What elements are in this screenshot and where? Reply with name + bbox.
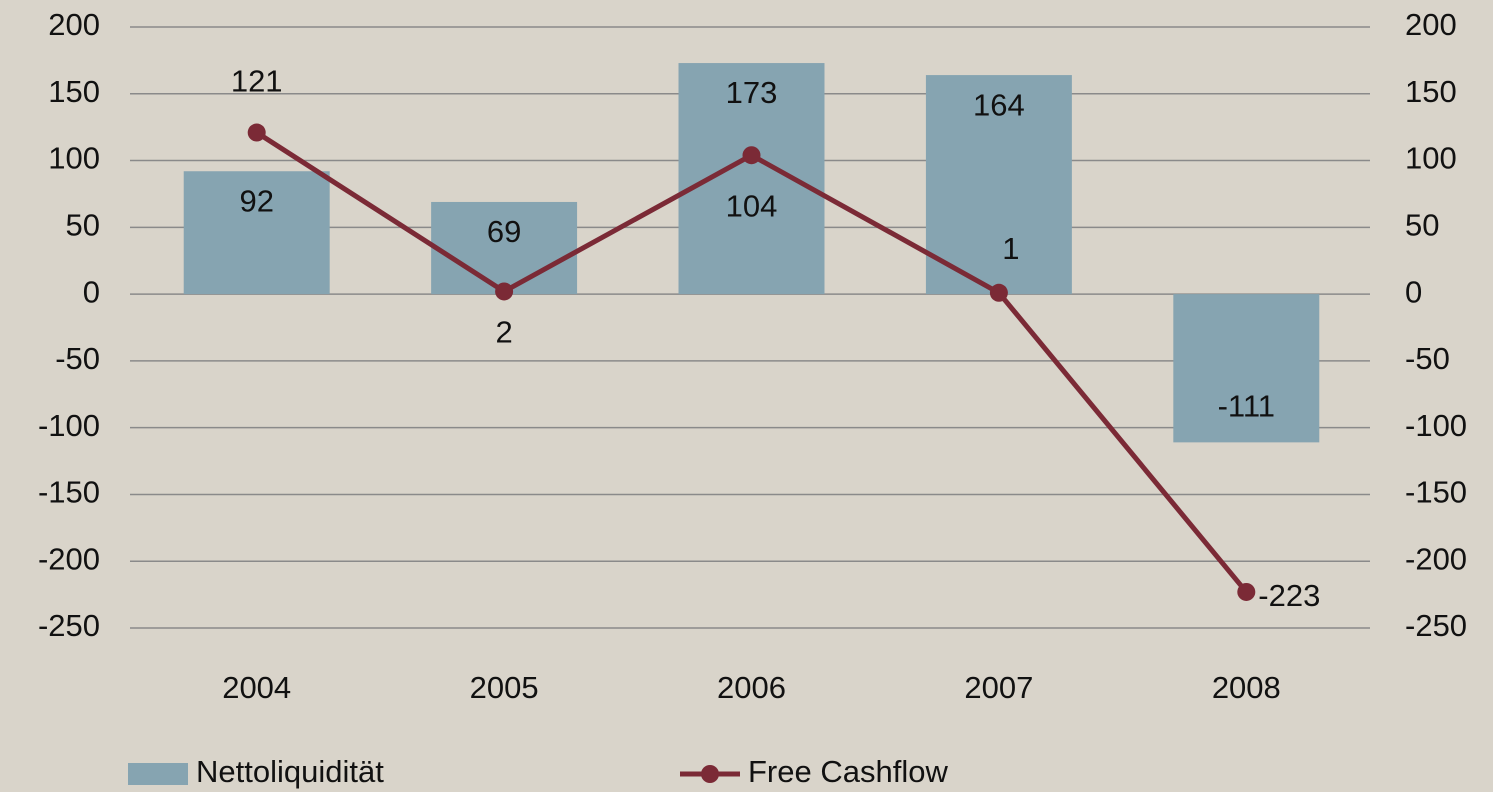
y-tick-label: 200 bbox=[48, 7, 100, 42]
line-value-label: 121 bbox=[231, 64, 283, 99]
y2-tick-label: -50 bbox=[1405, 341, 1450, 376]
y-tick-label: -100 bbox=[38, 408, 100, 443]
bar-value-label: -111 bbox=[1218, 389, 1275, 424]
line-value-label: -223 bbox=[1258, 578, 1320, 613]
y2-tick-label: -150 bbox=[1405, 475, 1467, 510]
legend-label: Free Cashflow bbox=[748, 754, 948, 789]
y2-tick-label: -200 bbox=[1405, 541, 1467, 576]
x-tick-label: 2004 bbox=[222, 670, 291, 705]
x-tick-label: 2005 bbox=[470, 670, 539, 705]
line-marker bbox=[742, 146, 761, 165]
line-value-label: 104 bbox=[726, 188, 778, 223]
y2-tick-label: -100 bbox=[1405, 408, 1467, 443]
bar bbox=[431, 201, 578, 295]
bar bbox=[1173, 294, 1320, 443]
bar-value-label: 173 bbox=[726, 75, 778, 110]
line-value-label: 2 bbox=[495, 315, 512, 350]
bar bbox=[925, 75, 1072, 295]
x-tick-label: 2007 bbox=[964, 670, 1033, 705]
line-marker bbox=[1237, 582, 1256, 601]
line-value-label: 1 bbox=[1002, 231, 1019, 266]
line-marker bbox=[495, 282, 514, 301]
line-marker bbox=[989, 283, 1008, 302]
x-tick-label: 2006 bbox=[717, 670, 786, 705]
y2-tick-label: 0 bbox=[1405, 274, 1422, 309]
bar-value-label: 69 bbox=[487, 214, 521, 249]
legend-swatch bbox=[128, 763, 188, 785]
y-tick-label: 150 bbox=[48, 74, 100, 109]
bar-value-label: 164 bbox=[973, 87, 1025, 122]
y-tick-label: -200 bbox=[38, 541, 100, 576]
x-tick-label: 2008 bbox=[1212, 670, 1281, 705]
y-tick-label: -50 bbox=[55, 341, 100, 376]
legend-label: Nettoliquidität bbox=[196, 754, 384, 789]
y2-tick-label: -250 bbox=[1405, 608, 1467, 643]
y-tick-label: -150 bbox=[38, 475, 100, 510]
y-tick-label: 100 bbox=[48, 141, 100, 176]
y2-tick-label: 200 bbox=[1405, 7, 1457, 42]
bar bbox=[183, 171, 330, 295]
y-tick-label: -250 bbox=[38, 608, 100, 643]
y2-tick-label: 100 bbox=[1405, 141, 1457, 176]
line-marker bbox=[247, 123, 266, 142]
y2-tick-label: 50 bbox=[1405, 208, 1439, 243]
y-tick-label: 0 bbox=[83, 274, 100, 309]
y2-tick-label: 150 bbox=[1405, 74, 1457, 109]
bar-value-label: 92 bbox=[239, 183, 273, 218]
y-tick-label: 50 bbox=[66, 208, 100, 243]
bar bbox=[678, 63, 825, 295]
legend-marker bbox=[701, 765, 719, 783]
